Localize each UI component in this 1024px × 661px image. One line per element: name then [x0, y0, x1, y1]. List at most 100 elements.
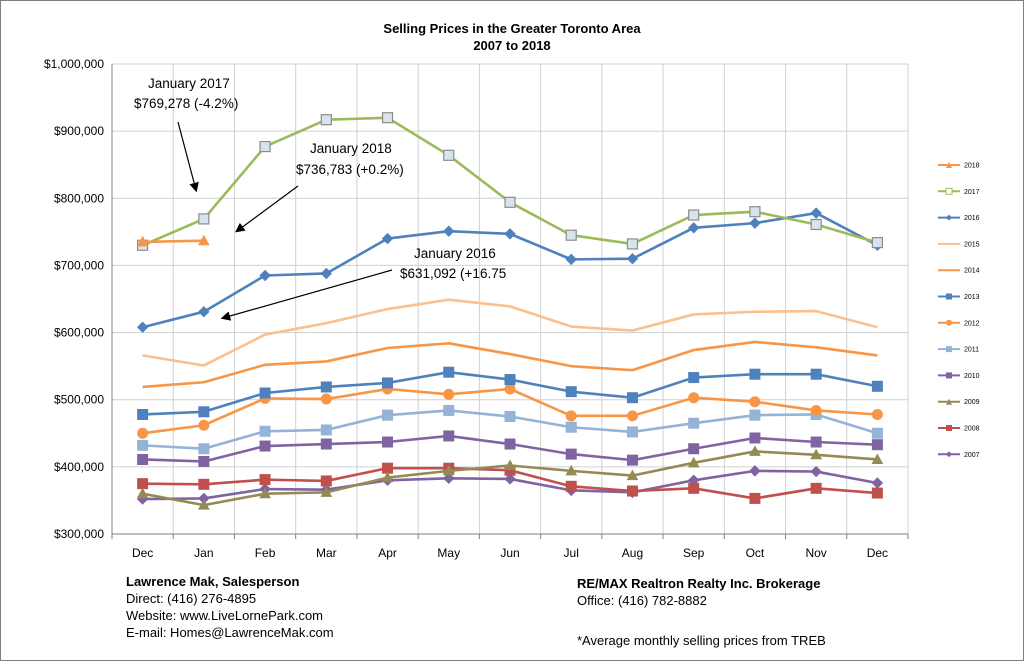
data-point-2017 — [749, 206, 761, 218]
y-tick-label: $1,000,000 — [44, 57, 104, 71]
data-point-2010 — [871, 439, 883, 451]
data-point-2013 — [565, 386, 577, 398]
data-point-2011 — [504, 411, 516, 422]
data-point-2010 — [259, 440, 271, 452]
series-2017 — [137, 112, 883, 251]
legend-entry-2014: 2014 — [938, 268, 980, 275]
data-point-2011 — [626, 426, 638, 438]
y-tick-label: $700,000 — [54, 258, 104, 272]
data-point-2008 — [810, 482, 822, 494]
annotation-2017-arrow — [177, 121, 199, 193]
data-point-2009 — [259, 487, 271, 499]
series-line-2015 — [142, 298, 878, 367]
series-2014 — [142, 340, 878, 389]
data-point-2009 — [810, 448, 823, 460]
legend-marker — [946, 319, 952, 326]
data-point-2017 — [626, 238, 639, 250]
agent-direct: Direct: (416) 276-4895 — [126, 591, 257, 606]
series-2009 — [136, 445, 884, 510]
data-point-2008 — [871, 487, 883, 499]
legend-label: 2007 — [964, 452, 980, 459]
data-point-2010 — [198, 455, 210, 467]
y-tick-label: $900,000 — [54, 124, 104, 138]
legend-marker — [946, 425, 952, 431]
series-2013 — [137, 366, 883, 420]
legend-label: 2015 — [964, 241, 980, 248]
data-point-2012 — [810, 404, 822, 416]
data-point-2007 — [443, 472, 455, 484]
legend-entry-2017: 2017 — [938, 187, 980, 196]
annotation-2018-arrow — [235, 185, 299, 233]
x-tick-label: May — [437, 546, 460, 560]
x-tick-label: Mar — [316, 546, 337, 560]
data-point-2012 — [749, 396, 761, 408]
brokerage-name: RE/MAX Realtron Realty Inc. Brokerage — [577, 576, 821, 591]
brokerage-info: RE/MAX Realtron Realty Inc. Brokerage Of… — [577, 575, 820, 609]
data-point-2013 — [137, 408, 149, 420]
series-2018 — [136, 234, 210, 247]
data-point-2016 — [443, 225, 455, 237]
data-point-2011 — [259, 425, 271, 437]
legend-entry-2018: 2018 — [938, 162, 980, 170]
data-point-2016 — [687, 222, 700, 234]
data-point-2011 — [382, 409, 394, 421]
data-point-2012 — [871, 408, 883, 420]
data-point-2016 — [381, 232, 394, 245]
data-point-2009 — [626, 469, 639, 481]
legend-marker — [946, 372, 952, 379]
data-point-2013 — [382, 377, 394, 389]
data-point-2010 — [688, 443, 700, 455]
data-point-2011 — [688, 417, 700, 429]
legend-marker — [946, 451, 952, 458]
x-tick-label: Aug — [622, 546, 643, 560]
data-point-2010 — [810, 436, 822, 448]
data-point-2007 — [810, 465, 822, 478]
brokerage-office: Office: (416) 782-8882 — [577, 593, 707, 608]
annotation-2018-line1: January 2018 — [310, 141, 392, 156]
data-point-2016 — [198, 305, 210, 318]
legend-label: 2008 — [964, 426, 980, 433]
data-point-2016 — [749, 217, 761, 229]
annotation-2016-arrow — [220, 269, 393, 321]
agent-website: Website: www.LiveLornePark.com — [126, 608, 324, 623]
legend-marker — [946, 214, 952, 221]
data-point-2013 — [504, 374, 516, 386]
legend-label: 2017 — [964, 189, 980, 196]
data-point-2009 — [687, 456, 700, 468]
data-point-2012 — [198, 419, 210, 431]
legend-marker — [946, 293, 952, 300]
legend-entry-2008: 2008 — [938, 425, 980, 433]
data-point-2012 — [504, 383, 516, 395]
series-line-2018 — [142, 239, 204, 244]
data-point-2018 — [136, 235, 149, 247]
x-tick-label: Oct — [746, 546, 765, 560]
agent-email: E-mail: Homes@LawrenceMak.com — [126, 625, 334, 640]
data-point-2007 — [504, 473, 516, 485]
legend-marker — [945, 187, 953, 195]
annotation-2017-line1: January 2017 — [148, 76, 230, 91]
agent-name: Lawrence Mak, Salesperson — [126, 574, 300, 589]
data-point-2017 — [320, 114, 332, 126]
y-tick-label: $800,000 — [54, 191, 104, 205]
annotations: January 2017 $769,278 (-4.2%) January 20… — [134, 76, 506, 321]
data-point-2009 — [504, 459, 516, 471]
data-point-2009 — [749, 445, 761, 456]
data-point-2011 — [198, 443, 210, 455]
data-point-2007 — [871, 477, 884, 489]
data-point-2011 — [871, 427, 883, 439]
data-point-2007 — [749, 465, 761, 477]
data-point-2013 — [810, 368, 822, 380]
agent-info: Lawrence Mak, Salesperson Direct: (416) … — [126, 573, 334, 641]
data-point-2009 — [320, 486, 333, 497]
data-point-2017 — [259, 140, 271, 153]
legend-marker — [946, 398, 952, 405]
data-point-2016 — [136, 321, 149, 333]
legend-label: 2013 — [964, 294, 980, 301]
legend-entry-2013: 2013 — [938, 293, 980, 301]
legend: 2018 2017 2016 2015 2014 2013 2012 2011 2010 2009… — [938, 162, 980, 459]
data-point-2010 — [382, 436, 394, 448]
x-tick-label: Dec — [132, 546, 153, 560]
data-point-2011 — [565, 421, 577, 433]
data-point-2009 — [442, 464, 455, 476]
